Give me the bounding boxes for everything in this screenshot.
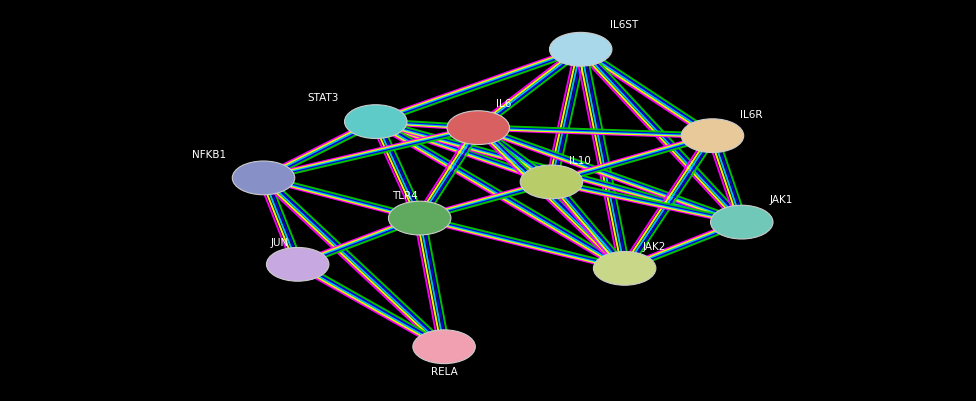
Ellipse shape: [232, 162, 295, 195]
Ellipse shape: [388, 202, 451, 235]
Text: RELA: RELA: [430, 366, 458, 376]
Ellipse shape: [593, 252, 656, 286]
Text: NFKB1: NFKB1: [192, 150, 226, 160]
Text: JUN: JUN: [271, 237, 289, 247]
Text: STAT3: STAT3: [307, 93, 339, 103]
Text: JAK2: JAK2: [642, 242, 666, 252]
Text: IL10: IL10: [569, 156, 590, 166]
Text: IL6R: IL6R: [740, 109, 762, 119]
Ellipse shape: [549, 33, 612, 67]
Ellipse shape: [345, 105, 407, 139]
Text: JAK1: JAK1: [769, 195, 793, 205]
Ellipse shape: [681, 119, 744, 153]
Ellipse shape: [447, 111, 509, 145]
Text: IL6ST: IL6ST: [610, 20, 638, 30]
Ellipse shape: [520, 166, 583, 199]
Ellipse shape: [711, 206, 773, 239]
Ellipse shape: [413, 330, 475, 364]
Text: TLR4: TLR4: [392, 191, 418, 201]
Text: IL6: IL6: [496, 99, 511, 109]
Ellipse shape: [266, 248, 329, 282]
